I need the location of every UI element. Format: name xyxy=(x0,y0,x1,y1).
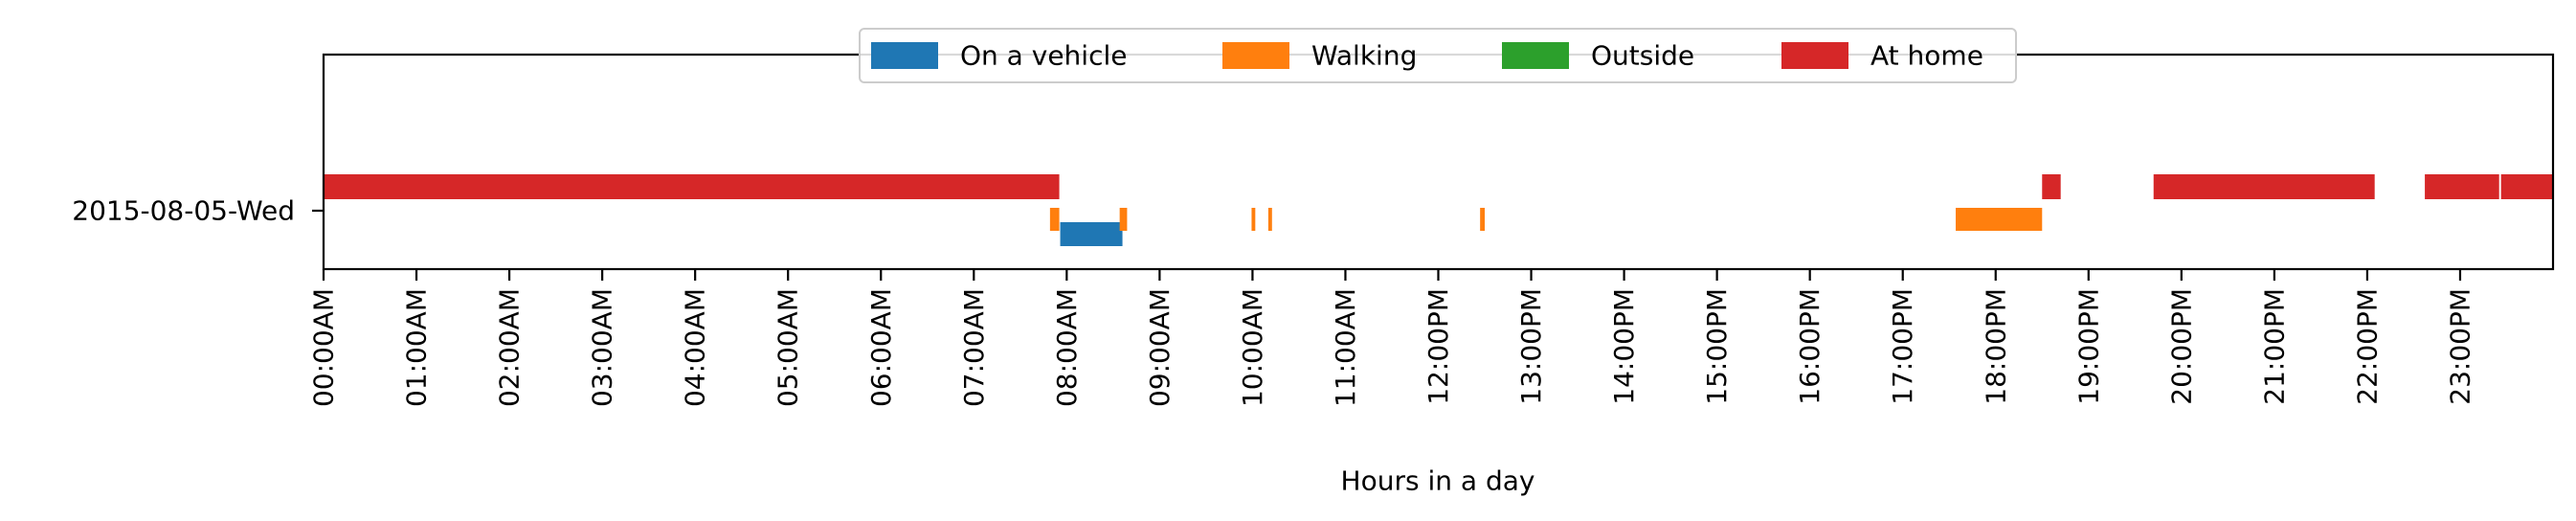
bar-walking-0 xyxy=(1049,208,1060,231)
legend-label-on-a-vehicle: On a vehicle xyxy=(960,40,1127,72)
legend-swatch-walking xyxy=(1222,42,1289,69)
axes-frame xyxy=(322,53,2555,271)
bar-walking-2 xyxy=(1251,208,1256,231)
x-tick-label: 03:00AM xyxy=(587,288,618,407)
x-axis-ticks: 00:00AM 01:00AM 02:00AM 03:00AM 04:00AM 05:00… xyxy=(308,269,2475,407)
bar-at-home-2 xyxy=(2153,174,2375,199)
x-tick-label: 05:00AM xyxy=(773,288,804,407)
legend-label-at-home: At home xyxy=(1870,40,1983,72)
x-tick-label: 15:00PM xyxy=(1701,288,1733,405)
bar-walking-3 xyxy=(1267,208,1272,231)
legend: On a vehicle Walking Outside At home xyxy=(859,28,2017,83)
x-tick-label: 08:00AM xyxy=(1051,288,1083,407)
legend-box xyxy=(859,28,2017,83)
x-tick-label: 07:00AM xyxy=(958,288,990,407)
x-tick-label: 20:00PM xyxy=(2165,288,2197,405)
x-tick-label: 02:00AM xyxy=(494,288,526,407)
legend-label-walking: Walking xyxy=(1311,40,1417,72)
x-tick-label: 18:00PM xyxy=(1980,288,2011,405)
x-tick-label: 12:00PM xyxy=(1422,288,1454,405)
x-tick-label: 00:00AM xyxy=(308,288,340,407)
x-tick-label: 16:00PM xyxy=(1794,288,1826,405)
x-tick-label: 09:00AM xyxy=(1144,288,1176,407)
row-label: 2015-08-05-Wed xyxy=(72,195,295,227)
bar-at-home-3 xyxy=(2425,174,2499,199)
x-tick-label: 23:00PM xyxy=(2444,288,2475,405)
x-tick-label: 11:00AM xyxy=(1330,288,1361,407)
x-tick-label: 14:00PM xyxy=(1608,288,1640,405)
x-tick-label: 10:00AM xyxy=(1237,288,1268,407)
bar-walking-4 xyxy=(1480,208,1486,231)
x-tick-label: 01:00AM xyxy=(401,288,433,407)
legend-swatch-outside xyxy=(1502,42,1569,69)
bar-walking-1 xyxy=(1119,208,1128,231)
x-tick-label: 13:00PM xyxy=(1515,288,1547,405)
x-axis-label: Hours in a day xyxy=(1341,465,1535,497)
bar-on-a-vehicle-0 xyxy=(1060,222,1123,246)
legend-swatch-at-home xyxy=(1781,42,1848,69)
legend-label-outside: Outside xyxy=(1591,40,1694,72)
x-tick-label: 21:00PM xyxy=(2258,288,2290,405)
x-tick-label: 04:00AM xyxy=(680,288,711,407)
bars-layer xyxy=(324,174,2553,246)
bar-walking-5 xyxy=(1956,208,2043,231)
x-tick-label: 19:00PM xyxy=(2072,288,2104,405)
y-axis: 2015-08-05-Wed xyxy=(72,195,324,227)
x-tick-label: 22:00PM xyxy=(2351,288,2383,405)
bar-at-home-4 xyxy=(2500,174,2553,199)
legend-swatch-on-a-vehicle xyxy=(871,42,938,69)
bar-at-home-1 xyxy=(2042,174,2061,199)
x-tick-label: 17:00PM xyxy=(1887,288,1918,405)
x-tick-label: 06:00AM xyxy=(865,288,897,407)
bar-at-home-0 xyxy=(324,174,1060,199)
